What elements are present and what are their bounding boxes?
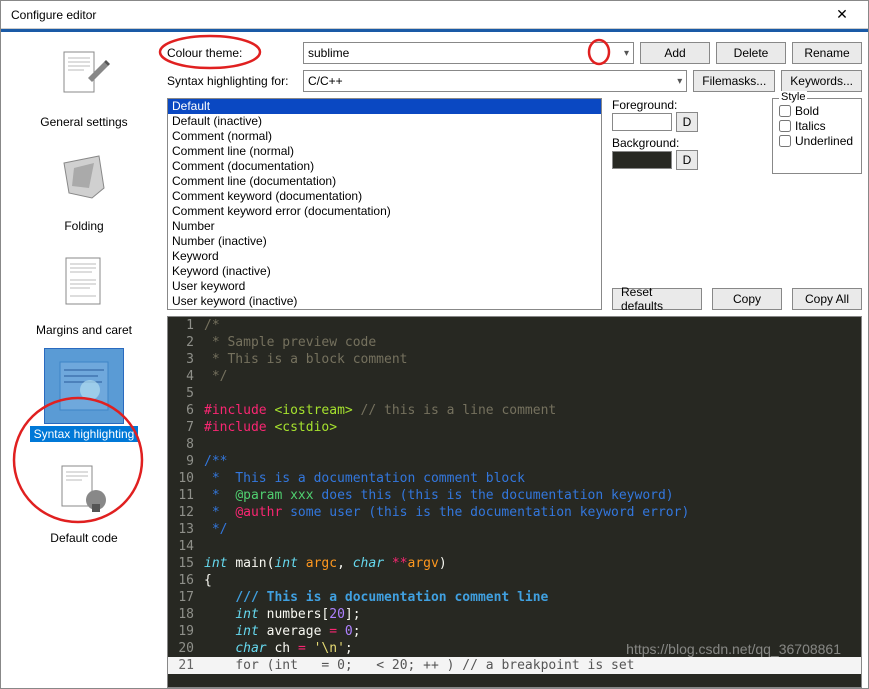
preview-line: 4 */ <box>168 368 861 385</box>
colour-theme-row: Colour theme: sublime ▾ Add Delete Renam… <box>167 42 862 64</box>
mid-section: DefaultDefault (inactive)Comment (normal… <box>167 98 862 310</box>
underlined-checkbox[interactable]: Underlined <box>779 134 855 148</box>
category-item[interactable]: Keyword (inactive) <box>168 264 601 279</box>
category-item[interactable]: Number <box>168 219 601 234</box>
margins-icon <box>44 244 124 320</box>
syntax-language-value: C/C++ <box>308 74 343 88</box>
category-item[interactable]: Comment (normal) <box>168 129 601 144</box>
foreground-swatch[interactable] <box>612 113 672 131</box>
category-item[interactable]: Keyword <box>168 249 601 264</box>
chevron-down-icon: ▾ <box>624 48 629 59</box>
folding-icon <box>44 140 124 216</box>
reset-defaults-button[interactable]: Reset defaults <box>612 288 702 310</box>
sidebar-item-label: Folding <box>60 218 107 234</box>
preview-line: 16{ <box>168 572 861 589</box>
configure-editor-window: Configure editor ✕ General settings Fold… <box>0 0 869 689</box>
preview-line: 10 * This is a documentation comment blo… <box>168 470 861 487</box>
background-default-button[interactable]: D <box>676 150 698 170</box>
keywords-button[interactable]: Keywords... <box>781 70 862 92</box>
preview-line: 1/* <box>168 317 861 334</box>
sidebar-item-label: Margins and caret <box>32 322 136 338</box>
sidebar-item-general[interactable]: General settings <box>15 36 153 130</box>
bold-checkbox[interactable]: Bold <box>779 104 855 118</box>
code-preview[interactable]: 1/*2 * Sample preview code3 * This is a … <box>167 316 862 688</box>
preview-line: 11 * @param xxx does this (this is the d… <box>168 487 861 504</box>
chevron-down-icon: ▾ <box>677 76 682 87</box>
category-item[interactable]: Number (inactive) <box>168 234 601 249</box>
copy-button[interactable]: Copy <box>712 288 782 310</box>
add-theme-button[interactable]: Add <box>640 42 710 64</box>
sidebar-item-label: Default code <box>46 530 121 546</box>
preview-line: 2 * Sample preview code <box>168 334 861 351</box>
sidebar-item-label: Syntax highlighting <box>30 426 139 442</box>
category-item[interactable]: Comment keyword error (documentation) <box>168 204 601 219</box>
copy-all-button[interactable]: Copy All <box>792 288 862 310</box>
category-item[interactable]: Global classes and typedefs <box>168 309 601 310</box>
category-item[interactable]: Comment keyword (documentation) <box>168 189 601 204</box>
colour-theme-combo[interactable]: sublime ▾ <box>303 42 634 64</box>
sidebar-item-folding[interactable]: Folding <box>15 140 153 234</box>
close-button[interactable]: ✕ <box>822 4 862 26</box>
preview-line: 15int main(int argc, char **argv) <box>168 555 861 572</box>
preview-line: 19 int average = 0; <box>168 623 861 640</box>
default-code-icon <box>44 452 124 528</box>
category-item[interactable]: Comment line (normal) <box>168 144 601 159</box>
preview-line: 5 <box>168 385 861 402</box>
preview-line: 13 */ <box>168 521 861 538</box>
foreground-label: Foreground: <box>612 98 698 112</box>
filemasks-button[interactable]: Filemasks... <box>693 70 775 92</box>
syntax-language-combo[interactable]: C/C++ ▾ <box>303 70 687 92</box>
syntax-for-row: Syntax highlighting for: C/C++ ▾ Filemas… <box>167 70 862 92</box>
action-button-row: Reset defaults Copy Copy All <box>612 288 862 310</box>
titlebar: Configure editor ✕ <box>1 1 868 29</box>
foreground-default-button[interactable]: D <box>676 112 698 132</box>
category-item[interactable]: User keyword <box>168 279 601 294</box>
rename-theme-button[interactable]: Rename <box>792 42 862 64</box>
preview-line: 9/** <box>168 453 861 470</box>
sidebar-item-syntax-highlighting[interactable]: Syntax highlighting <box>15 348 153 442</box>
syntax-for-label: Syntax highlighting for: <box>167 74 297 88</box>
category-item[interactable]: Default <box>168 99 601 114</box>
category-item[interactable]: User keyword (inactive) <box>168 294 601 309</box>
category-item[interactable]: Comment (documentation) <box>168 159 601 174</box>
style-legend: Style <box>779 91 807 103</box>
preview-line: 6#include <iostream> // this is a line c… <box>168 402 861 419</box>
delete-theme-button[interactable]: Delete <box>716 42 786 64</box>
italics-checkbox[interactable]: Italics <box>779 119 855 133</box>
preview-line: 17 /// This is a documentation comment l… <box>168 589 861 606</box>
preview-line: 7#include <cstdio> <box>168 419 861 436</box>
preview-line: 12 * @authr some user (this is the docum… <box>168 504 861 521</box>
window-title: Configure editor <box>11 8 96 22</box>
style-group: Style Bold Italics Underlined <box>772 98 862 174</box>
syntax-icon <box>44 348 124 424</box>
preview-line: 3 * This is a block comment <box>168 351 861 368</box>
right-column: Foreground: D Background: D <box>612 98 862 310</box>
preview-line: 21 for (int = 0; < 20; ++ ) // a breakpo… <box>168 657 861 674</box>
category-item[interactable]: Comment line (documentation) <box>168 174 601 189</box>
sidebar-item-label: General settings <box>36 114 131 130</box>
colour-theme-label: Colour theme: <box>167 46 297 60</box>
category-item[interactable]: Default (inactive) <box>168 114 601 129</box>
sidebar-item-margins[interactable]: Margins and caret <box>15 244 153 338</box>
sidebar-item-default-code[interactable]: Default code <box>15 452 153 546</box>
main-panel: Colour theme: sublime ▾ Add Delete Renam… <box>161 32 868 688</box>
category-listbox[interactable]: DefaultDefault (inactive)Comment (normal… <box>167 98 602 310</box>
category-sidebar: General settings Folding Margins and car… <box>1 32 161 688</box>
colour-theme-value: sublime <box>308 46 349 60</box>
background-swatch[interactable] <box>612 151 672 169</box>
background-label: Background: <box>612 136 698 150</box>
preview-line: 14 <box>168 538 861 555</box>
watermark-text: https://blog.csdn.net/qq_36708861 <box>626 641 841 657</box>
preview-line: 18 int numbers[20]; <box>168 606 861 623</box>
content-area: General settings Folding Margins and car… <box>1 32 868 688</box>
general-settings-icon <box>44 36 124 112</box>
preview-line: 8 <box>168 436 861 453</box>
